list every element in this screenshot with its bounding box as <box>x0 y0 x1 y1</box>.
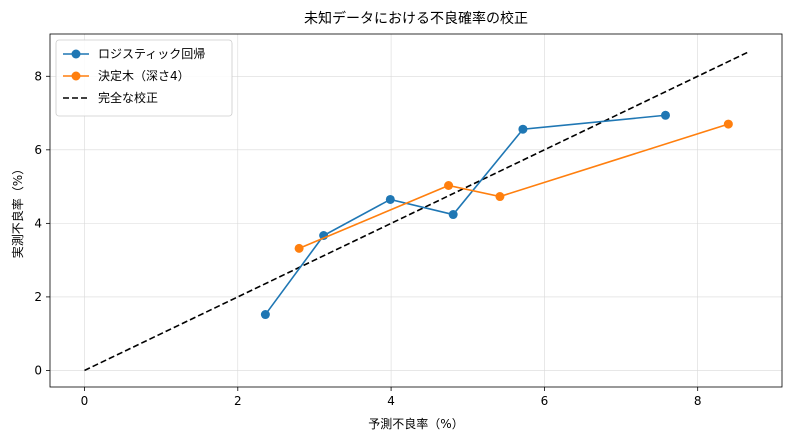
series-1 <box>294 119 733 253</box>
series-0 <box>260 110 670 320</box>
data-point <box>444 180 454 190</box>
x-tick-label: 4 <box>387 394 395 408</box>
series-line <box>84 51 748 372</box>
axis-ticks: 0 2 4 6 8 0 2 4 6 8 <box>34 69 701 408</box>
x-tick-label: 6 <box>541 394 549 408</box>
x-tick-label: 8 <box>694 394 702 408</box>
plot-series <box>84 51 748 372</box>
plot-frame <box>49 33 783 388</box>
data-point <box>294 243 304 253</box>
y-tick-label: 2 <box>34 290 42 304</box>
data-point <box>448 210 458 220</box>
data-point <box>660 110 670 120</box>
data-point <box>260 310 270 320</box>
chart-title: 未知データにおける不良確率の校正 <box>304 10 528 27</box>
data-point <box>385 194 395 204</box>
legend-entry: 完全な校正 <box>98 90 158 105</box>
data-point <box>495 192 505 202</box>
y-tick-label: 8 <box>34 69 42 83</box>
y-tick-label: 4 <box>34 216 42 230</box>
legend-box <box>55 39 233 117</box>
legend-entry: 決定木（深さ4） <box>98 68 190 83</box>
y-tick-label: 0 <box>34 363 42 377</box>
data-point <box>518 124 528 134</box>
series-line <box>298 123 729 250</box>
legend-swatch-marker <box>71 49 81 59</box>
x-tick-label: 0 <box>81 394 89 408</box>
y-tick-label: 6 <box>34 143 42 157</box>
data-point <box>723 119 733 129</box>
y-axis-label: 実測不良率（%） <box>10 163 25 258</box>
series-line <box>264 114 666 316</box>
x-axis-label: 予測不良率（%） <box>368 416 463 431</box>
x-tick-label: 2 <box>234 394 242 408</box>
legend-entry: ロジスティック回帰 <box>98 47 205 61</box>
legend-swatch-marker <box>71 71 81 81</box>
series-2 <box>84 51 748 372</box>
